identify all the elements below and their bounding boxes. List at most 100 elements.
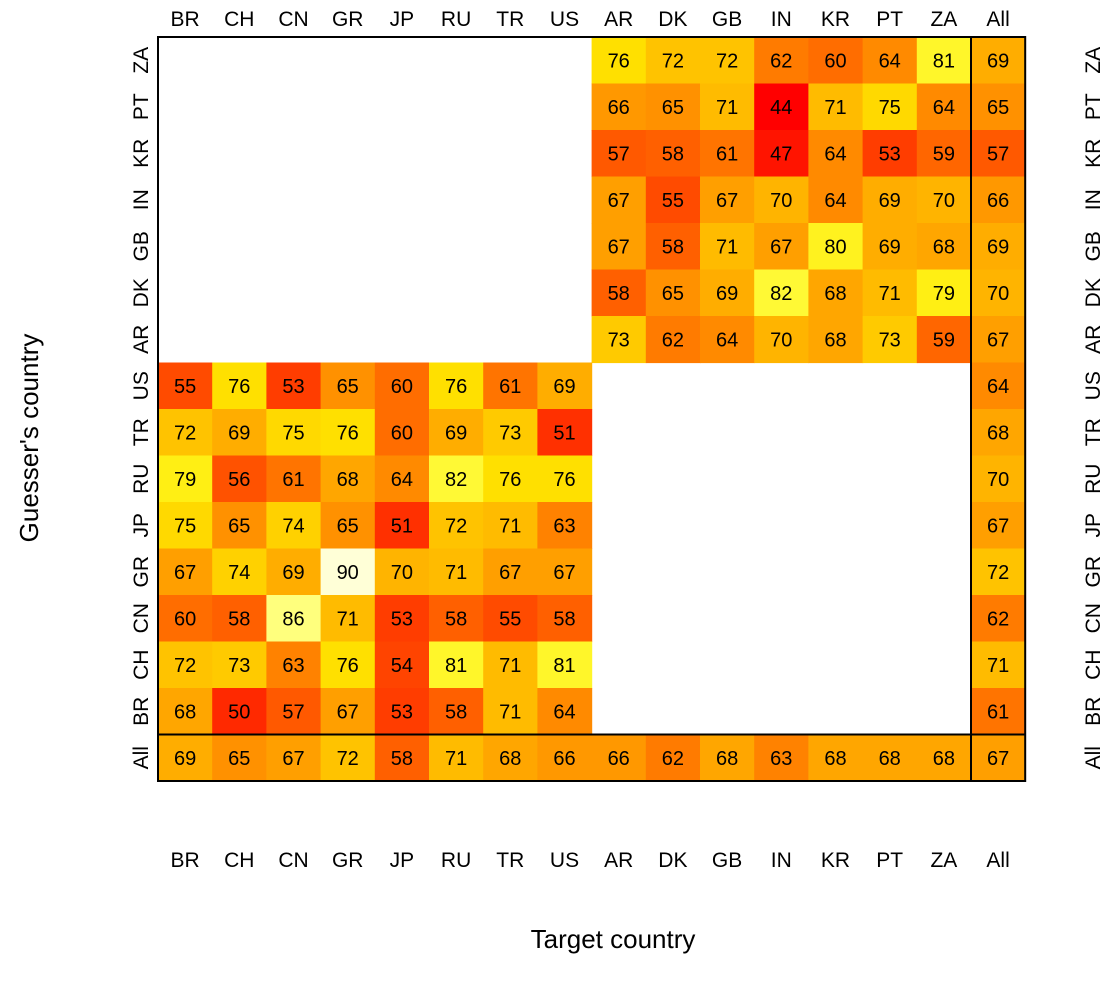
heatmap-cell-CH-US <box>537 641 593 689</box>
heatmap-cell-KR-ZA <box>916 130 972 178</box>
cell-value-label: 72 <box>662 50 684 72</box>
heatmap-cell-US-All <box>971 362 1026 410</box>
heatmap-cell-AR-DK <box>645 316 701 364</box>
heatmap-cell-BR-US <box>537 688 593 736</box>
cell-value-label: 62 <box>662 329 684 351</box>
heatmap-cell-All-BR <box>158 734 213 782</box>
heatmap-cell-GB-GB <box>700 223 755 271</box>
heatmap-cell-JP-JP <box>374 502 430 550</box>
heatmap-cell-GB-DK <box>645 223 701 271</box>
y-tick-label: GB <box>1082 231 1102 261</box>
cell-value-label: 70 <box>933 190 955 212</box>
cell-value-label: 55 <box>174 376 196 398</box>
cell-value-label: 81 <box>933 50 955 72</box>
y-tick-labels-left: ZA PT KR IN GB DK AR US TR RU JP GR CN CH BR All <box>130 47 153 770</box>
heatmap-cell-All-JP <box>374 734 430 782</box>
cell-value-label: 71 <box>445 748 467 770</box>
heatmap-cell-ZA-IN <box>754 37 809 85</box>
heatmap-cell-ZA-GB <box>700 37 755 85</box>
y-tick-label: RU <box>130 464 153 494</box>
heatmap-cell-PT-AR <box>591 83 647 131</box>
cell-value-label: 81 <box>445 655 467 677</box>
heatmap-cell-US-RU <box>429 362 484 410</box>
y-tick-label: GR <box>130 556 153 588</box>
y-tick-label: GR <box>1082 556 1102 588</box>
heatmap-cell-All-TR <box>483 734 538 782</box>
x-tick-label: TR <box>496 8 524 31</box>
heatmap-cell-TR-TR <box>483 409 538 457</box>
y-tick-label: TR <box>1082 418 1102 446</box>
y-tick-label: All <box>1082 746 1102 769</box>
heatmap-cell-GB-PT <box>862 223 918 271</box>
cell-value-label: 71 <box>445 562 467 584</box>
x-tick-label: GR <box>332 849 364 872</box>
cell-value-label: 74 <box>228 562 250 584</box>
cell-value-label: 67 <box>716 190 738 212</box>
heatmap-cell-RU-GR <box>320 455 376 503</box>
heatmap-cell-TR-GR <box>320 409 376 457</box>
heatmap-cell-KR-KR <box>808 130 864 178</box>
heatmap-cell-All-IN <box>754 734 809 782</box>
cell-value-label: 58 <box>445 608 467 630</box>
heatmap-cell-PT-ZA <box>916 83 972 131</box>
heatmap-cell-CN-CN <box>266 595 322 643</box>
cell-value-label: 64 <box>716 329 738 351</box>
y-tick-label: All <box>130 746 153 769</box>
heatmap-cell-BR-JP <box>374 688 430 736</box>
cell-value-label: 71 <box>499 701 521 723</box>
heatmap-cell-CH-JP <box>374 641 430 689</box>
cell-value-label: 82 <box>770 283 792 305</box>
cell-value-label: 64 <box>879 50 901 72</box>
cell-value-label: 71 <box>499 655 521 677</box>
heatmap-cell-KR-AR <box>591 130 647 178</box>
cell-value-label: 55 <box>499 608 521 630</box>
cell-value-label: 63 <box>553 515 575 537</box>
heatmap-cell-JP-BR <box>158 502 213 550</box>
heatmap-cell-AR-ZA <box>916 316 972 364</box>
heatmap-cell-BR-BR <box>158 688 213 736</box>
heatmap-cell-JP-CN <box>266 502 322 550</box>
cell-value-label: 67 <box>499 562 521 584</box>
heatmap-cell-GR-CN <box>266 548 322 596</box>
cell-value-label: 62 <box>987 608 1009 630</box>
y-tick-label: PT <box>1082 93 1102 120</box>
x-tick-labels-top: BR CH CN GR JP RU TR US AR DK GB IN KR PT ZA All <box>171 8 1010 31</box>
heatmap-cell-All-DK <box>645 734 701 782</box>
heatmap-cell-DK-GB <box>700 269 755 317</box>
heatmap-cell-All-KR <box>808 734 864 782</box>
cell-value-label: 59 <box>933 329 955 351</box>
cell-value-label: 64 <box>391 469 413 491</box>
y-tick-label: IN <box>1082 189 1102 210</box>
cell-value-label: 61 <box>716 143 738 165</box>
cell-value-label: 65 <box>337 515 359 537</box>
x-tick-label: IN <box>771 849 792 872</box>
cell-value-label: 67 <box>174 562 196 584</box>
cell-value-label: 75 <box>282 422 304 444</box>
cell-value-label: 65 <box>662 283 684 305</box>
cell-value-label: 76 <box>337 422 359 444</box>
heatmap-cell-TR-JP <box>374 409 430 457</box>
cell-value-label: 82 <box>445 469 467 491</box>
cell-value-label: 47 <box>770 143 792 165</box>
heatmap-cell-AR-GB <box>700 316 755 364</box>
heatmap-cell-All-CH <box>212 734 267 782</box>
x-tick-label: CH <box>224 8 254 31</box>
x-tick-label: IN <box>771 8 792 31</box>
heatmap-cell-CN-JP <box>374 595 430 643</box>
cell-value-label: 68 <box>824 283 846 305</box>
cell-value-label: 70 <box>770 329 792 351</box>
y-tick-label: GB <box>130 231 153 261</box>
heatmap-cell-AR-KR <box>808 316 864 364</box>
cell-value-label: 53 <box>391 608 413 630</box>
cell-value-label: 53 <box>391 701 413 723</box>
cell-value-label: 80 <box>824 236 846 258</box>
cell-value-label: 67 <box>987 329 1009 351</box>
panel-dividers <box>157 36 1027 782</box>
cell-value-label: 79 <box>933 283 955 305</box>
heatmap-cell-CH-CH <box>212 641 267 689</box>
heatmap-cell-JP-GR <box>320 502 376 550</box>
heatmap-cell-KR-All <box>971 130 1026 178</box>
x-tick-label: TR <box>496 849 524 872</box>
cell-value-label: 69 <box>879 236 901 258</box>
heatmap-cell-TR-CN <box>266 409 322 457</box>
